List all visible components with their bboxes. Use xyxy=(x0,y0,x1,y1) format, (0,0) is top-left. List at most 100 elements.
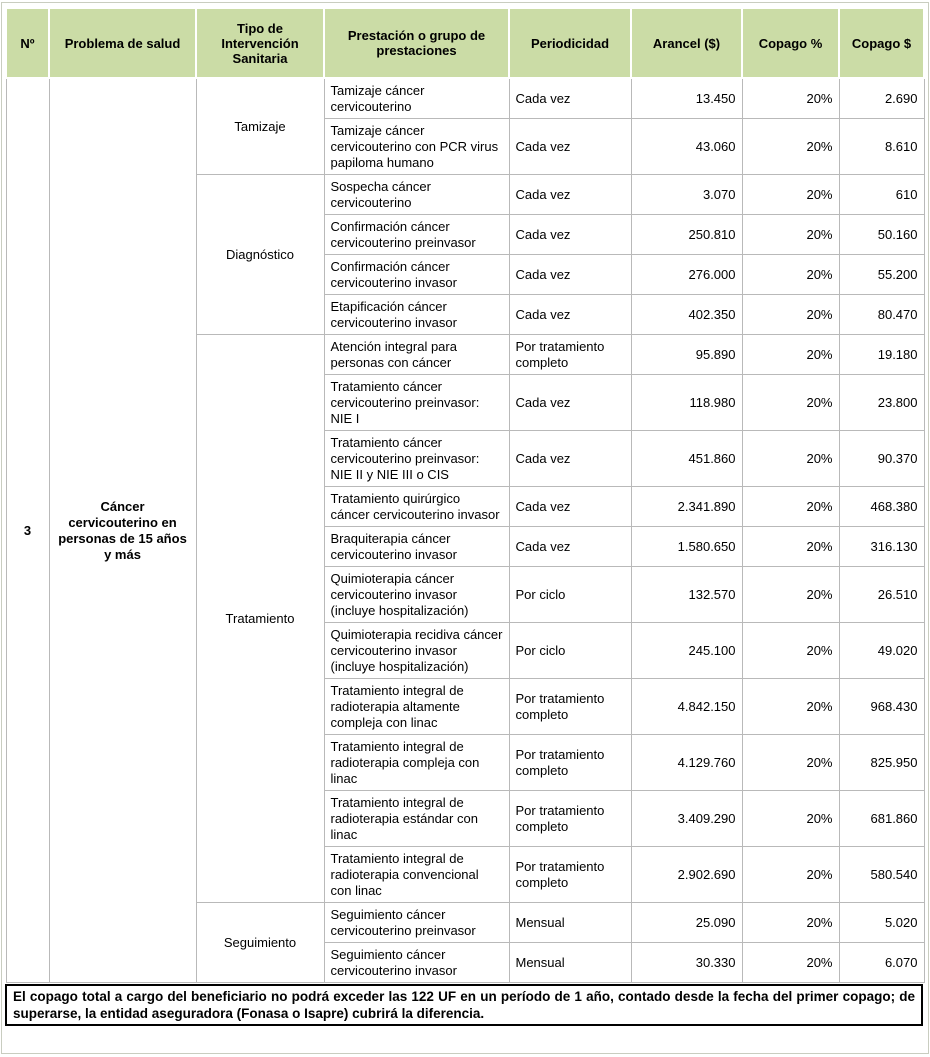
header-col-prestacion: Prestación o grupo de prestaciones xyxy=(323,7,510,79)
periodicidad-cell: Cada vez xyxy=(508,294,632,335)
table-row: Tratamiento Atención integral para person… xyxy=(6,334,925,903)
copago-monto-cell: 580.540 xyxy=(838,846,925,903)
periodicidad-cell: Cada vez xyxy=(508,374,632,431)
periodicidad-cell: Cada vez xyxy=(508,174,632,215)
arancel-cell: 118.980 xyxy=(630,374,743,431)
copago-pct-cell: 20% xyxy=(741,942,840,983)
table-row: Confirmación cáncer cervicouterino invas… xyxy=(6,254,925,295)
copago-monto-cell: 2.690 xyxy=(838,77,925,119)
arancel-cell: 43.060 xyxy=(630,118,743,175)
header-col-copago-monto: Copago $ xyxy=(838,7,925,79)
copago-pct-cell: 20% xyxy=(741,334,840,375)
header-col-copago-pct: Copago % xyxy=(741,7,840,79)
copago-monto-cell: 6.070 xyxy=(838,942,925,983)
table-row: Tratamiento integral de radioterapia con… xyxy=(6,846,925,903)
copago-monto-cell: 610 xyxy=(838,174,925,215)
copago-monto-cell: 8.610 xyxy=(838,118,925,175)
arancel-cell: 4.842.150 xyxy=(630,678,743,735)
periodicidad-cell: Mensual xyxy=(508,902,632,943)
copago-monto-cell: 681.860 xyxy=(838,790,925,847)
periodicidad-cell: Cada vez xyxy=(508,214,632,255)
copago-monto-cell: 5.020 xyxy=(838,902,925,943)
copago-pct-cell: 20% xyxy=(741,846,840,903)
prestacion-cell: Tamizaje cáncer cervicouterino con PCR v… xyxy=(323,118,510,175)
periodicidad-cell: Por tratamiento completo xyxy=(508,846,632,903)
header-row: Nº Problema de salud Tipo de Intervenció… xyxy=(5,7,925,79)
prestacion-cell: Tratamiento integral de radioterapia con… xyxy=(323,846,510,903)
periodicidad-cell: Por ciclo xyxy=(508,566,632,623)
arancel-cell: 13.450 xyxy=(630,77,743,119)
table-row: Quimioterapia cáncer cervicouterino inva… xyxy=(6,566,925,623)
prestacion-cell: Confirmación cáncer cervicouterino invas… xyxy=(323,254,510,295)
header-col-numero: Nº xyxy=(5,7,50,79)
tipo-intervencion-cell: Seguimiento xyxy=(195,902,325,983)
arancel-cell: 245.100 xyxy=(630,622,743,679)
copago-monto-cell: 90.370 xyxy=(838,430,925,487)
table-row: Diagnóstico Sospecha cáncer cervicouterin… xyxy=(6,174,925,335)
copago-pct-cell: 20% xyxy=(741,254,840,295)
periodicidad-cell: Por tratamiento completo xyxy=(508,734,632,791)
copago-monto-cell: 23.800 xyxy=(838,374,925,431)
periodicidad-cell: Cada vez xyxy=(508,526,632,567)
copago-pct-cell: 20% xyxy=(741,294,840,335)
periodicidad-cell: Cada vez xyxy=(508,77,632,119)
copago-pct-cell: 20% xyxy=(741,790,840,847)
arancel-cell: 250.810 xyxy=(630,214,743,255)
prestacion-cell: Sospecha cáncer cervicouterino xyxy=(323,174,510,215)
copago-monto-cell: 968.430 xyxy=(838,678,925,735)
table-header: Nº Problema de salud Tipo de Intervenció… xyxy=(5,7,925,79)
tipo-intervencion-cell: Diagnóstico xyxy=(195,174,325,335)
periodicidad-cell: Cada vez xyxy=(508,254,632,295)
prestacion-cell: Quimioterapia cáncer cervicouterino inva… xyxy=(323,566,510,623)
arancel-cell: 25.090 xyxy=(630,902,743,943)
prestacion-cell: Tratamiento cáncer cervicouterino preinv… xyxy=(323,430,510,487)
prestacion-cell: Quimioterapia recidiva cáncer cervicoute… xyxy=(323,622,510,679)
copago-monto-cell: 55.200 xyxy=(838,254,925,295)
page-content: Nº Problema de salud Tipo de Intervenció… xyxy=(5,7,925,1026)
header-col-arancel: Arancel ($) xyxy=(630,7,743,79)
table-row: Braquiterapia cáncer cervicouterino inva… xyxy=(6,526,925,567)
prestacion-cell: Atención integral para personas con cánc… xyxy=(323,334,510,375)
prestacion-cell: Braquiterapia cáncer cervicouterino inva… xyxy=(323,526,510,567)
arancel-cell: 2.341.890 xyxy=(630,486,743,527)
table-row: Tratamiento cáncer cervicouterino preinv… xyxy=(6,430,925,487)
arancel-cell: 451.860 xyxy=(630,430,743,487)
copago-monto-cell: 468.380 xyxy=(838,486,925,527)
numero-cell: 3 xyxy=(5,77,50,983)
copago-pct-cell: 20% xyxy=(741,174,840,215)
footer-note: El copago total a cargo del beneficiario… xyxy=(5,984,923,1026)
periodicidad-cell: Cada vez xyxy=(508,118,632,175)
copago-pct-cell: 20% xyxy=(741,566,840,623)
prestacion-cell: Seguimiento cáncer cervicouterino preinv… xyxy=(323,902,510,943)
periodicidad-cell: Por tratamiento completo xyxy=(508,334,632,375)
prestacion-cell: Seguimiento cáncer cervicouterino invaso… xyxy=(323,942,510,983)
header-col-problema: Problema de salud xyxy=(48,7,197,79)
table-body: 3 Cáncer cervicouterino en personas de 15… xyxy=(5,77,925,983)
copago-pct-cell: 20% xyxy=(741,77,840,119)
table-row: Tratamiento integral de radioterapia com… xyxy=(6,734,925,791)
table-row: Quimioterapia recidiva cáncer cervicoute… xyxy=(6,622,925,679)
arancel-cell: 276.000 xyxy=(630,254,743,295)
arancel-cell: 402.350 xyxy=(630,294,743,335)
arancel-cell: 3.070 xyxy=(630,174,743,215)
periodicidad-cell: Mensual xyxy=(508,942,632,983)
tipo-intervencion-cell: Tratamiento xyxy=(195,334,325,903)
arancel-cell: 1.580.650 xyxy=(630,526,743,567)
tipo-intervencion-cell: Tamizaje xyxy=(195,77,325,175)
table-row: Tratamiento cáncer cervicouterino preinv… xyxy=(6,374,925,431)
prestacion-cell: Confirmación cáncer cervicouterino prein… xyxy=(323,214,510,255)
arancel-cell: 132.570 xyxy=(630,566,743,623)
problema-de-salud-cell: Cáncer cervicouterino en personas de 15 … xyxy=(48,77,197,983)
table-row: Tratamiento integral de radioterapia est… xyxy=(6,790,925,847)
prestacion-cell: Tratamiento quirúrgico cáncer cervicoute… xyxy=(323,486,510,527)
periodicidad-cell: Por ciclo xyxy=(508,622,632,679)
arancel-cell: 4.129.760 xyxy=(630,734,743,791)
copago-monto-cell: 825.950 xyxy=(838,734,925,791)
copago-monto-cell: 26.510 xyxy=(838,566,925,623)
periodicidad-cell: Por tratamiento completo xyxy=(508,790,632,847)
copago-pct-cell: 20% xyxy=(741,622,840,679)
prestacion-cell: Tratamiento integral de radioterapia est… xyxy=(323,790,510,847)
prestacion-cell: Tamizaje cáncer cervicouterino xyxy=(323,77,510,119)
arancel-cell: 2.902.690 xyxy=(630,846,743,903)
header-col-periodicidad: Periodicidad xyxy=(508,7,632,79)
